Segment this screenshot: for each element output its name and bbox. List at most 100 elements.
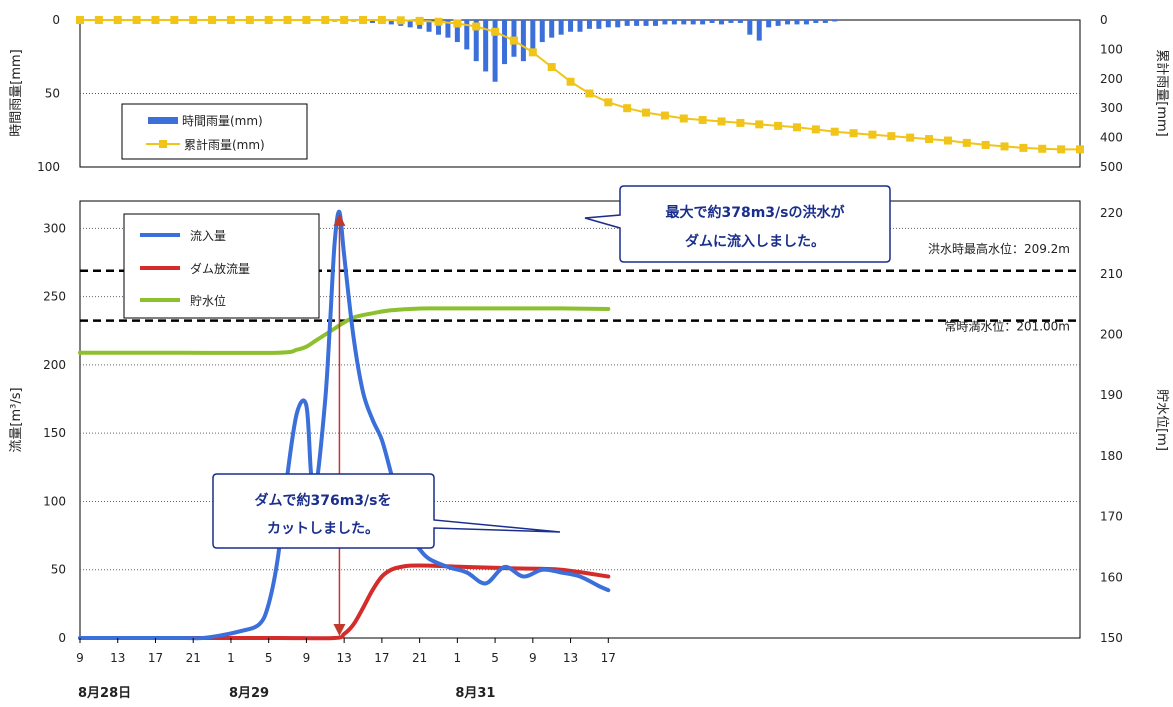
discharge-left-tick-label: 250 — [43, 290, 66, 304]
x-tick-label: 17 — [374, 651, 389, 665]
rainfall-bar — [520, 20, 526, 62]
rainfall-bar — [624, 20, 630, 26]
cumulative-rainfall-point — [642, 108, 651, 117]
cumulative-rainfall-point — [585, 89, 594, 98]
rainfall-bar — [577, 20, 583, 32]
cumulative-rainfall-point — [547, 63, 556, 72]
rainfall-bar — [435, 20, 441, 35]
discharge-left-axis-title: 流量[m³/s] — [9, 387, 24, 452]
rainfall-right-tick-label: 0 — [1100, 13, 1108, 27]
cumulative-rainfall-point — [1038, 144, 1047, 153]
discharge-left-tick-label: 200 — [43, 358, 66, 372]
rainfall-bar — [747, 20, 753, 35]
cumulative-rainfall-point — [170, 16, 179, 24]
rainfall-right-tick-label: 100 — [1100, 42, 1123, 56]
x-tick-label: 1 — [454, 651, 462, 665]
legend-label-cumulative-rainfall: 累計雨量(mm) — [184, 137, 265, 152]
x-tick-label: 21 — [186, 651, 201, 665]
rainfall-left-tick-label: 50 — [45, 87, 60, 101]
cumulative-rainfall-series — [76, 16, 1084, 154]
discharge-panel: 洪水時最高水位：209.2m 常時満水位：201.00m 0 50 100 150 200… — [9, 185, 1169, 701]
rainfall-right-tick-label: 200 — [1100, 72, 1123, 86]
rainfall-bar — [643, 20, 649, 26]
legend-swatch-cumulative-marker — [159, 140, 167, 148]
cumulative-rainfall-point — [981, 140, 990, 149]
cumulative-rainfall-point — [283, 16, 292, 24]
cumulative-rainfall-point — [604, 98, 613, 107]
rainfall-bar — [483, 20, 489, 72]
rainfall-bar — [813, 20, 819, 23]
cumulative-rainfall-point — [1019, 143, 1028, 152]
rainfall-bar — [662, 20, 668, 25]
rainfall-bar — [549, 20, 555, 38]
rainfall-bar — [539, 20, 545, 43]
rainfall-right-axis-title: 累計雨量[mm] — [1154, 49, 1170, 136]
discharge-x-ticks: 9 13 17 21 1 5 9 13 17 21 1 5 9 13 17 — [76, 638, 616, 665]
rainfall-bar — [652, 20, 658, 26]
rainfall-right-tick-label: 300 — [1100, 101, 1123, 115]
rainfall-bar — [756, 20, 762, 41]
rainfall-bar — [596, 20, 602, 29]
rainfall-bar — [586, 20, 592, 29]
discharge-left-ticks: 0 50 100 150 200 250 300 — [43, 221, 66, 645]
reference-lines: 洪水時最高水位：209.2m 常時満水位：201.00m — [80, 241, 1080, 334]
cumulative-rainfall-point — [76, 16, 84, 24]
x-tick-label: 17 — [148, 651, 163, 665]
cumulative-rainfall-point — [302, 16, 311, 24]
rainfall-bar — [832, 20, 838, 22]
rainfall-bar — [709, 20, 715, 23]
cumulative-rainfall-point — [830, 127, 839, 136]
rainfall-bar — [445, 20, 451, 38]
legend-label-inflow: 流入量 — [190, 229, 226, 243]
water-level-line — [78, 306, 611, 355]
x-tick-label: 13 — [337, 651, 352, 665]
rainfall-left-axis-title: 時間雨量[mm] — [9, 49, 24, 136]
x-tick-label: 13 — [563, 651, 578, 665]
cumulative-rainfall-point — [679, 114, 688, 123]
cumulative-rainfall-point — [943, 136, 952, 145]
cumulative-rainfall-point — [226, 16, 235, 24]
cumulative-rainfall-point — [811, 125, 820, 134]
cumulative-rainfall-point — [359, 16, 368, 24]
rainfall-bar — [502, 20, 508, 65]
rainfall-right-ticks: 0 100 200 300 400 500 — [1100, 13, 1123, 174]
callout-peak-inflow: 最大で約378m3/sの洪水が ダムに流入しました。 — [584, 185, 891, 263]
x-tick-label: 9 — [303, 651, 311, 665]
x-tick-label: 5 — [265, 651, 273, 665]
date-label: 8月31 — [455, 686, 495, 701]
rainfall-bar — [671, 20, 677, 25]
reference-line-label: 洪水時最高水位：209.2m — [928, 241, 1070, 256]
cumulative-rainfall-point — [132, 16, 141, 24]
discharge-right-tick-label: 160 — [1100, 570, 1123, 584]
discharge-right-tick-label: 170 — [1100, 510, 1123, 524]
rainfall-legend-box — [121, 103, 308, 160]
cumulative-rainfall-point — [509, 36, 518, 45]
legend-label-water-level: 貯水位 — [190, 293, 226, 308]
cumulative-rainfall-point — [849, 129, 858, 138]
peak-cut-arrow — [333, 213, 346, 636]
cumulative-rainfall-point — [491, 27, 500, 36]
cumulative-rainfall-point — [660, 111, 669, 120]
callout-peak-bubble — [584, 185, 891, 263]
cumulative-rainfall-point — [245, 16, 254, 24]
rainfall-bar — [605, 20, 611, 28]
cumulative-rainfall-point — [774, 121, 783, 130]
rainfall-bar — [426, 20, 432, 32]
discharge-right-ticks: 150 160 170 180 190 200 210 220 — [1100, 206, 1123, 645]
cumulative-rainfall-point — [1057, 145, 1066, 154]
rainfall-bar — [615, 20, 621, 28]
rainfall-bar — [690, 20, 696, 25]
legend-swatch-hourly-rainfall — [148, 117, 178, 124]
rainfall-bar — [558, 20, 564, 35]
callout-cut: ダムで約376m3/sを カットしました。 — [212, 473, 561, 549]
discharge-left-tick-label: 0 — [58, 631, 66, 645]
cumulative-rainfall-point — [792, 123, 801, 132]
inflow-line — [78, 209, 611, 641]
legend-label-hourly-rainfall: 時間雨量(mm) — [182, 114, 263, 128]
cumulative-rainfall-point — [396, 16, 405, 25]
x-tick-label: 17 — [601, 651, 616, 665]
rainfall-bar — [568, 20, 574, 32]
rainfall-panel: 0 50 100 0 100 200 300 400 500 時間雨量[mm] 累計雨量[mm… — [9, 13, 1170, 174]
rainfall-bar — [803, 20, 809, 25]
